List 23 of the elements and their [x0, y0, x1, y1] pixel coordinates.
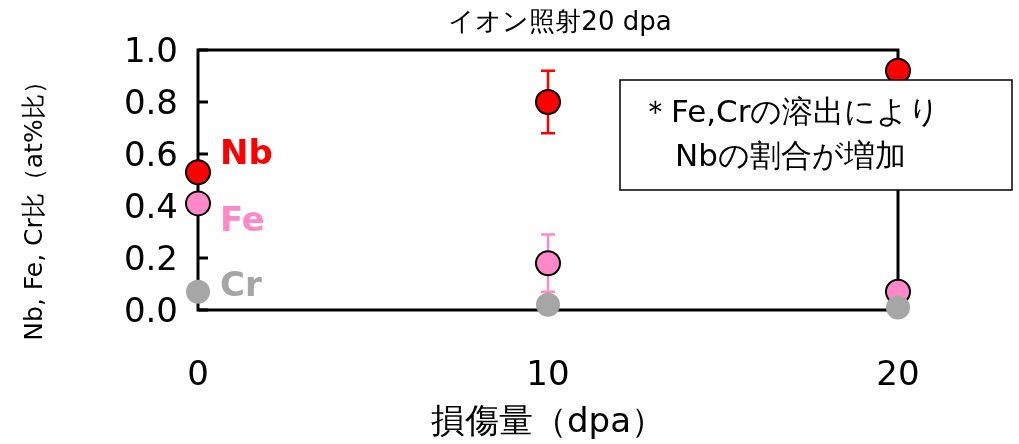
- x-axis-title: 損傷量（dpa）: [431, 400, 665, 440]
- y-tick-label: 0.2: [123, 238, 178, 278]
- x-tick-label: 10: [526, 353, 570, 393]
- point: [185, 190, 211, 217]
- series-label: Nb: [220, 132, 273, 173]
- y-tick-label: 0.4: [123, 186, 178, 226]
- chart-title: イオン照射20 dpa: [448, 6, 672, 36]
- y-axis-title: Nb, Fe, Cr比（at%比）: [19, 69, 48, 341]
- x-tick-label: 20: [876, 353, 920, 393]
- point: [536, 292, 560, 317]
- point: [535, 250, 561, 277]
- y-tick-label: 0.8: [123, 82, 178, 122]
- y-tick-label: 0.0: [123, 290, 178, 330]
- point: [185, 159, 211, 186]
- point: [886, 295, 910, 320]
- annotation: ＊Fe,Crの溶出により Nbの割合が増加: [640, 93, 941, 173]
- point: [535, 89, 561, 115]
- y-tick-label: 0.6: [123, 134, 178, 174]
- point: [186, 279, 210, 304]
- series-label: Cr: [220, 263, 262, 304]
- y-tick-label: 1.0: [123, 30, 178, 70]
- series-label: Fe: [220, 199, 265, 240]
- x-tick-label: 0: [187, 353, 209, 393]
